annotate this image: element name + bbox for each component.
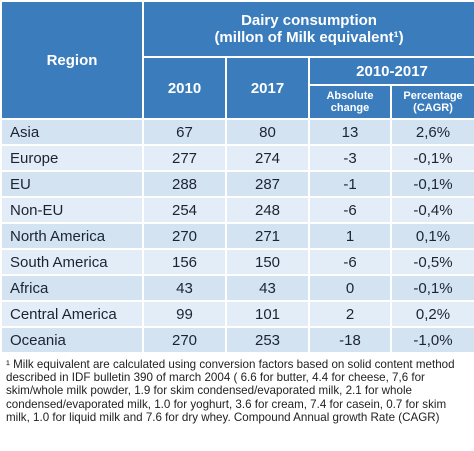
value-cell: 274 [225,144,310,172]
value-cell: 0 [308,274,392,302]
value-cell: 254 [142,196,227,224]
value-cell: 0,2% [389,300,474,328]
value-cell: 2,6% [389,118,474,146]
value-cell: -0,5% [389,248,474,276]
table-row: Oceania 270 253 -18 -1,0% [0,326,474,354]
table-row: Europe 277 274 -3 -0,1% [0,144,474,172]
title-header: Dairy consumption (millon of Milk equiva… [141,0,474,58]
region-cell: North America [0,222,144,250]
table-row: Africa 43 43 0 -0,1% [0,274,474,302]
value-cell: 2 [308,300,392,328]
value-cell: 67 [142,118,227,146]
table-row: Asia 67 80 13 2,6% [0,118,474,146]
value-cell: -6 [308,248,392,276]
year-header: 2017 [225,56,310,120]
value-cell: 80 [225,118,310,146]
value-cell: 1 [308,222,392,250]
region-cell: Europe [0,144,144,172]
region-cell: Asia [0,118,144,146]
value-cell: 99 [142,300,227,328]
table-row: South America 156 150 -6 -0,5% [0,248,474,276]
table-body: Asia 67 80 13 2,6% Europe 277 274 -3 -0,1% EU 288 28… [0,118,474,354]
year-header: 2010 [142,56,227,120]
value-cell: 101 [225,300,310,328]
value-cell: -1 [308,170,392,198]
table-row: EU 288 287 -1 -0,1% [0,170,474,198]
table-row: Central America 99 101 2 0,2% [0,300,474,328]
value-cell: 43 [142,274,227,302]
value-cell: 288 [142,170,227,198]
region-cell: Oceania [0,326,144,354]
value-cell: 156 [142,248,227,276]
value-cell: 287 [225,170,310,198]
title-line: (millon of Milk equivalent¹) [214,29,404,46]
value-cell: 43 [225,274,310,302]
value-cell: -0,1% [389,274,474,302]
value-cell: 253 [225,326,310,354]
value-cell: 13 [308,118,392,146]
value-cell: -1,0% [389,326,474,354]
subcolumn-header: Absolute change [308,84,392,120]
period-header: 2010-2017 [307,56,474,86]
title-line: Dairy consumption [241,12,377,29]
region-cell: EU [0,170,144,198]
region-cell: South America [0,248,144,276]
subcolumn-header: Percentage (CAGR) [389,84,474,120]
value-cell: -3 [308,144,392,172]
dairy-table: Region Dairy consumption (millon of Milk… [0,0,474,354]
region-cell: Central America [0,300,144,328]
region-cell: Non-EU [0,196,144,224]
value-cell: -0,1% [389,144,474,172]
value-cell: 277 [142,144,227,172]
value-cell: -0,1% [389,170,474,198]
value-cell: -18 [308,326,392,354]
value-cell: 0,1% [389,222,474,250]
value-cell: 271 [225,222,310,250]
table-row: Non-EU 254 248 -6 -0,4% [0,196,474,224]
table-row: North America 270 271 1 0,1% [0,222,474,250]
value-cell: 270 [142,326,227,354]
value-cell: -0,4% [389,196,474,224]
footnote: ¹ Milk equivalent are calculated using c… [6,358,455,424]
region-cell: Africa [0,274,144,302]
region-header: Region [0,0,144,120]
value-cell: -6 [308,196,392,224]
value-cell: 248 [225,196,310,224]
value-cell: 270 [142,222,227,250]
value-cell: 150 [225,248,310,276]
